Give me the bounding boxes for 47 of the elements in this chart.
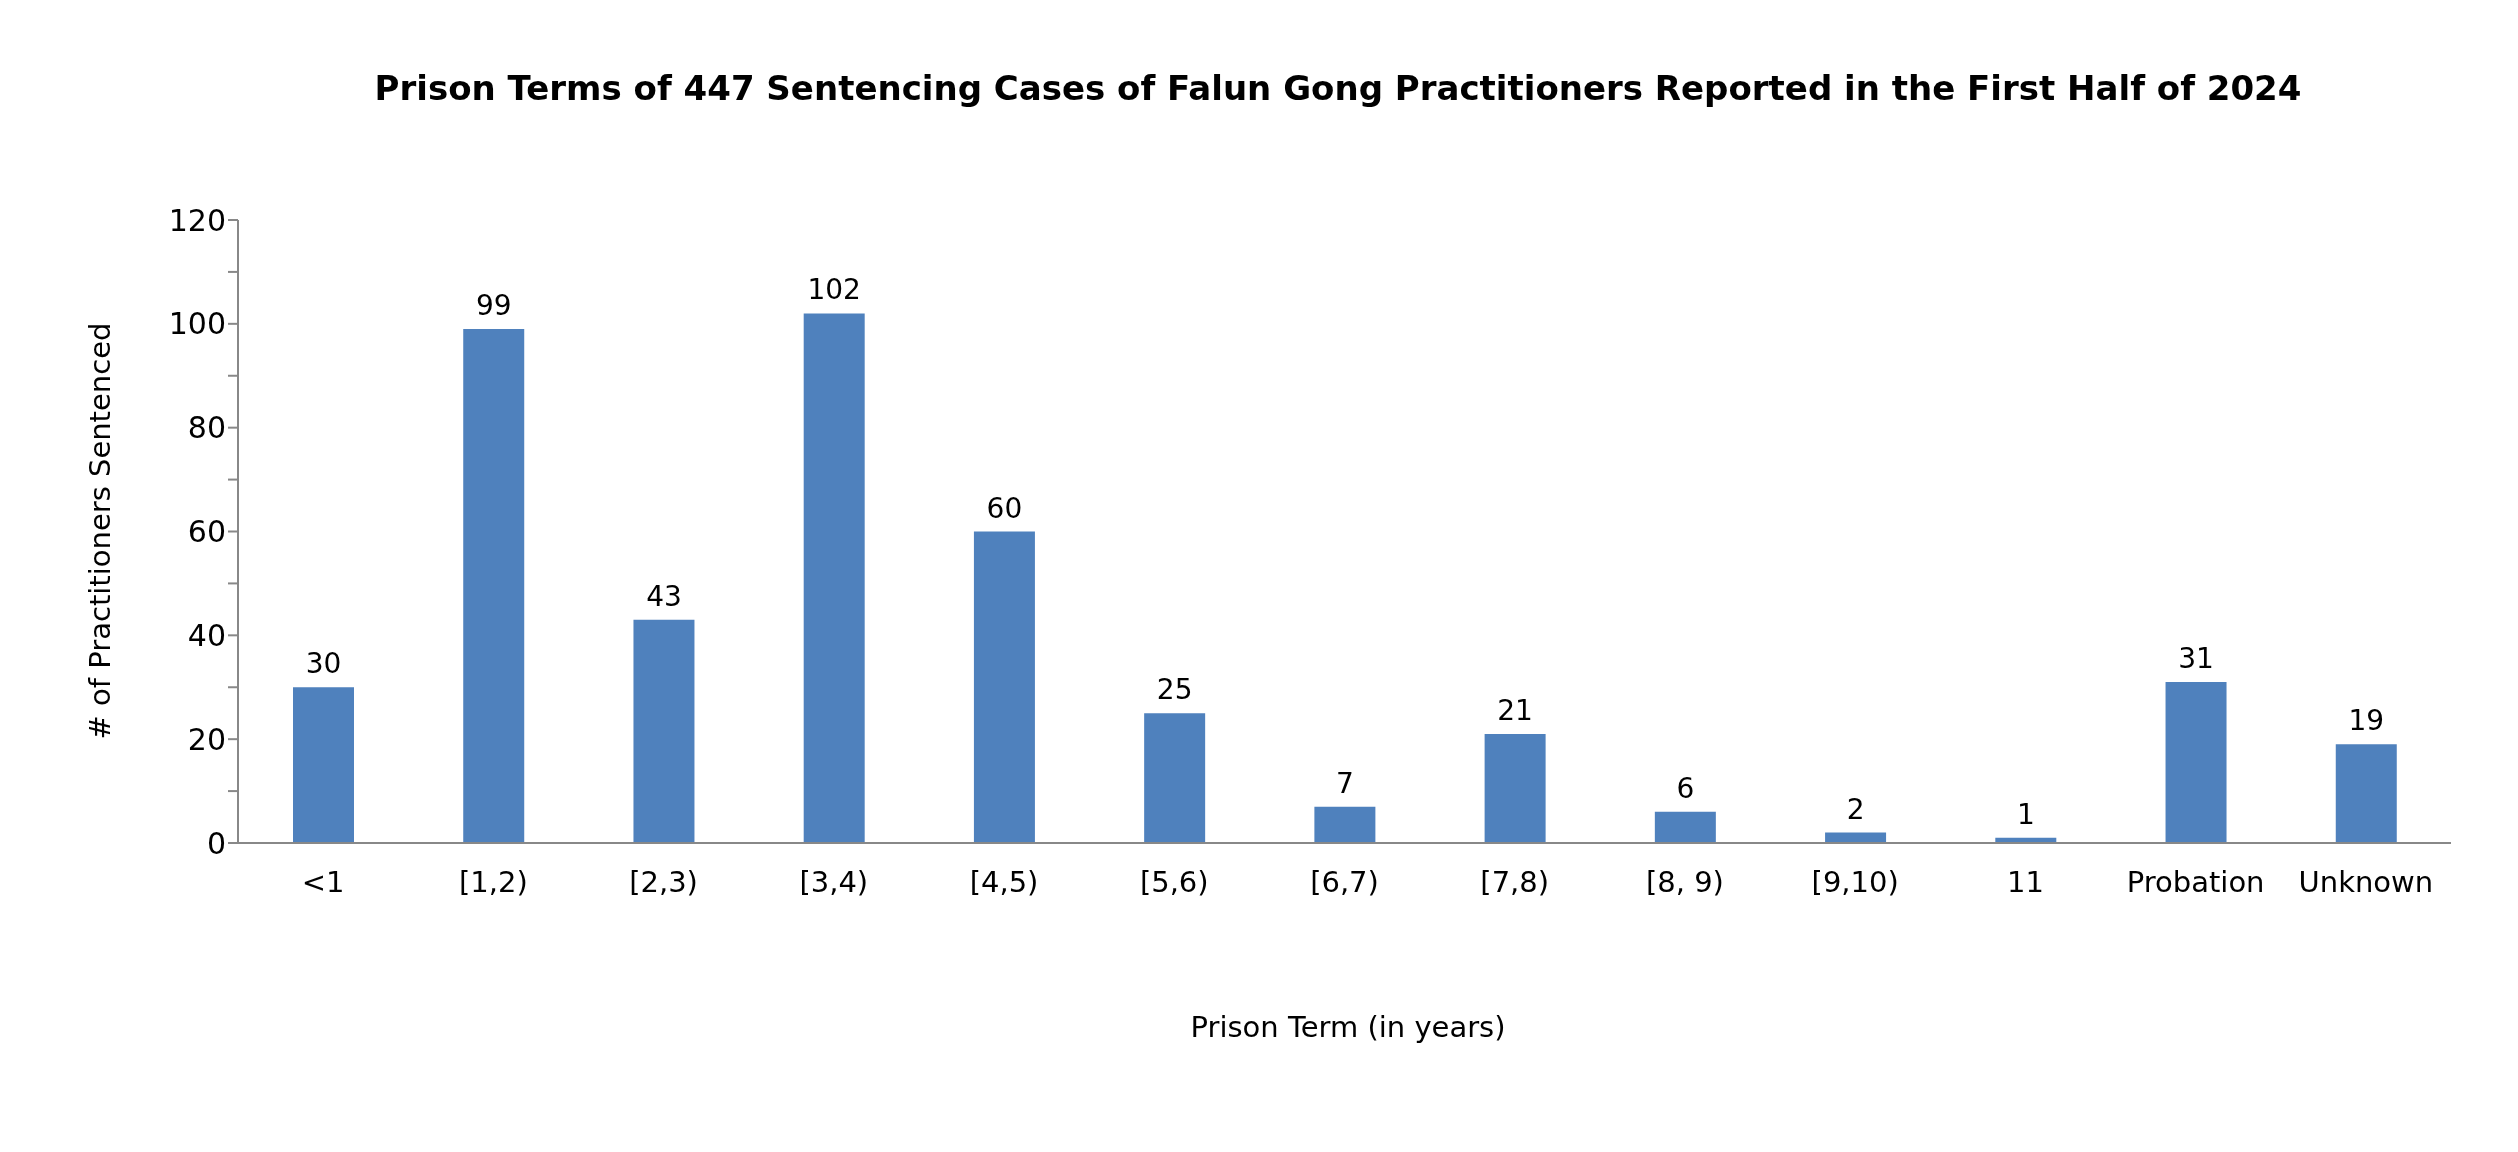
y-tick-label: 0	[206, 825, 226, 861]
bar	[803, 313, 865, 843]
x-tick-label: [2,3)	[629, 864, 698, 899]
bar	[1654, 811, 1716, 843]
bar	[2165, 682, 2227, 843]
x-tick-label: [7,8)	[1480, 864, 1550, 899]
y-tick-label: 100	[168, 306, 226, 342]
data-label: 19	[2348, 704, 2385, 738]
x-tick-label: [5,6)	[1139, 864, 1209, 899]
x-tick-label: [1,2)	[458, 864, 528, 899]
y-tick-label: 60	[187, 514, 226, 550]
data-label: 6	[1676, 771, 1695, 805]
data-label: 43	[646, 579, 682, 613]
bar	[463, 329, 525, 843]
data-label: 7	[1335, 766, 1354, 800]
bar	[973, 531, 1035, 843]
x-tick-label: [8, 9)	[1645, 864, 1724, 899]
data-label: 1	[2016, 797, 2035, 831]
x-tick-label: 11	[2006, 864, 2044, 899]
x-tick-label: Unknown	[2298, 864, 2434, 899]
x-tick-label: [3,4)	[799, 864, 869, 899]
x-axis-title: Prison Term (in years)	[1190, 1010, 1506, 1044]
chart-title: Prison Terms of 447 Sentencing Cases of Falun Gong Practitioners Reported in the First Half of 2024	[373, 68, 2303, 108]
x-tick-label: [9,10)	[1811, 864, 1899, 899]
bar	[1484, 733, 1546, 843]
x-tick-label: [4,5)	[969, 864, 1039, 899]
data-label: 25	[1156, 673, 1193, 707]
data-label: 30	[305, 647, 342, 681]
y-tick-label: 120	[168, 202, 226, 238]
y-tick-label: 80	[187, 410, 226, 446]
data-label: 2	[1846, 792, 1865, 826]
data-label: 102	[807, 273, 861, 307]
bar	[1314, 806, 1376, 843]
data-label: 99	[475, 289, 512, 323]
y-axis-title: # of Practitioners Sentenced	[83, 322, 117, 740]
bar	[633, 619, 695, 843]
data-label: 21	[1497, 693, 1533, 727]
bar	[2335, 744, 2397, 843]
x-tick-label: Probation	[2126, 864, 2265, 899]
y-tick-label: 20	[187, 721, 226, 757]
y-tick-label: 40	[187, 617, 226, 653]
data-label: 31	[2178, 642, 2214, 676]
x-tick-label: <1	[301, 864, 345, 899]
bar	[1144, 713, 1206, 843]
data-label: 60	[986, 491, 1023, 525]
x-tick-label: [6,7)	[1310, 864, 1379, 899]
bar	[293, 687, 354, 843]
